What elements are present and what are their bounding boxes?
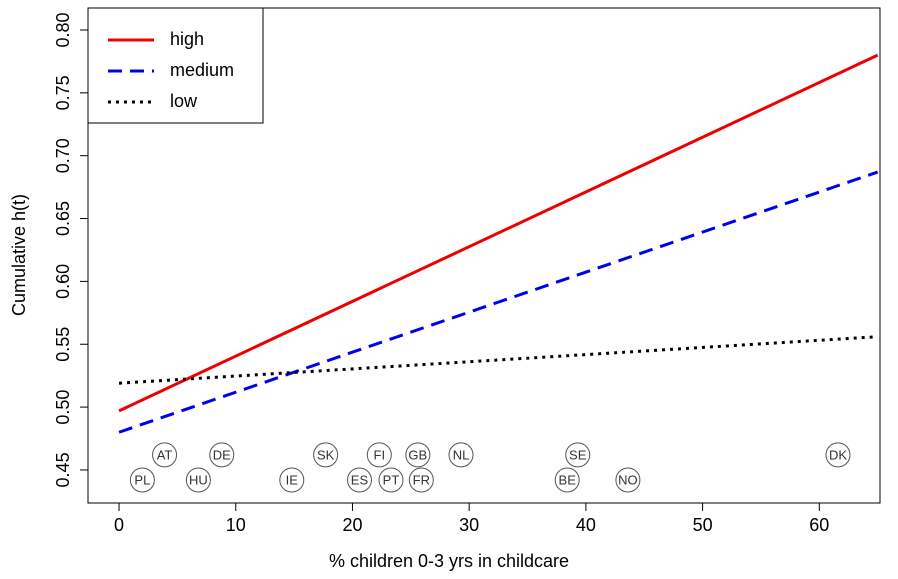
country-label: FR <box>413 472 430 487</box>
legend-label: medium <box>170 60 234 80</box>
x-tick-label: 30 <box>459 515 479 535</box>
country-label: PL <box>134 472 150 487</box>
country-marker <box>152 442 178 468</box>
y-tick-label: 0.60 <box>53 264 73 299</box>
country-label: BE <box>559 472 577 487</box>
country-marker <box>405 442 431 468</box>
country-marker <box>185 467 211 493</box>
country-label: SE <box>569 447 587 462</box>
country-marker <box>448 442 474 468</box>
x-tick-label: 60 <box>809 515 829 535</box>
country-marker <box>279 467 305 493</box>
series-line <box>118 53 879 413</box>
country-label: PT <box>383 472 400 487</box>
x-tick-label: 10 <box>226 515 246 535</box>
legend-box <box>87 7 264 124</box>
country-marker <box>346 467 372 493</box>
series-line <box>118 170 879 434</box>
series-line <box>118 335 878 385</box>
country-label: NL <box>453 447 470 462</box>
country-label: NO <box>618 472 638 487</box>
x-tick-label: 20 <box>342 515 362 535</box>
y-tick-label: 0.65 <box>53 201 73 236</box>
x-axis-label: % children 0-3 yrs in childcare <box>329 551 569 571</box>
country-marker <box>408 467 434 493</box>
y-tick-label: 0.75 <box>53 75 73 110</box>
country-label: FI <box>374 447 386 462</box>
country-label: DK <box>829 447 847 462</box>
y-tick-label: 0.80 <box>53 12 73 47</box>
country-label: SK <box>317 447 335 462</box>
legend-label: high <box>170 29 204 49</box>
x-tick-label: 40 <box>576 515 596 535</box>
country-label: HU <box>189 472 208 487</box>
country-label: DE <box>213 447 231 462</box>
country-marker <box>565 442 591 468</box>
country-marker <box>825 442 851 468</box>
country-marker <box>313 442 339 468</box>
country-marker <box>366 442 392 468</box>
y-tick-label: 0.55 <box>53 327 73 362</box>
legend-label: low <box>170 91 198 111</box>
plot-frame <box>87 7 881 504</box>
x-tick-label: 0 <box>114 515 124 535</box>
y-tick-label: 0.45 <box>53 452 73 487</box>
country-marker <box>554 467 580 493</box>
country-marker <box>615 467 641 493</box>
x-tick-label: 50 <box>693 515 713 535</box>
country-marker <box>129 467 155 493</box>
country-label: GB <box>408 447 427 462</box>
country-marker <box>378 467 404 493</box>
y-tick-label: 0.70 <box>53 138 73 173</box>
country-label: AT <box>157 447 173 462</box>
y-axis-label: Cumulative h(t) <box>9 194 29 316</box>
y-tick-label: 0.50 <box>53 390 73 425</box>
country-label: ES <box>351 472 369 487</box>
country-label: IE <box>286 472 299 487</box>
country-marker <box>209 442 235 468</box>
